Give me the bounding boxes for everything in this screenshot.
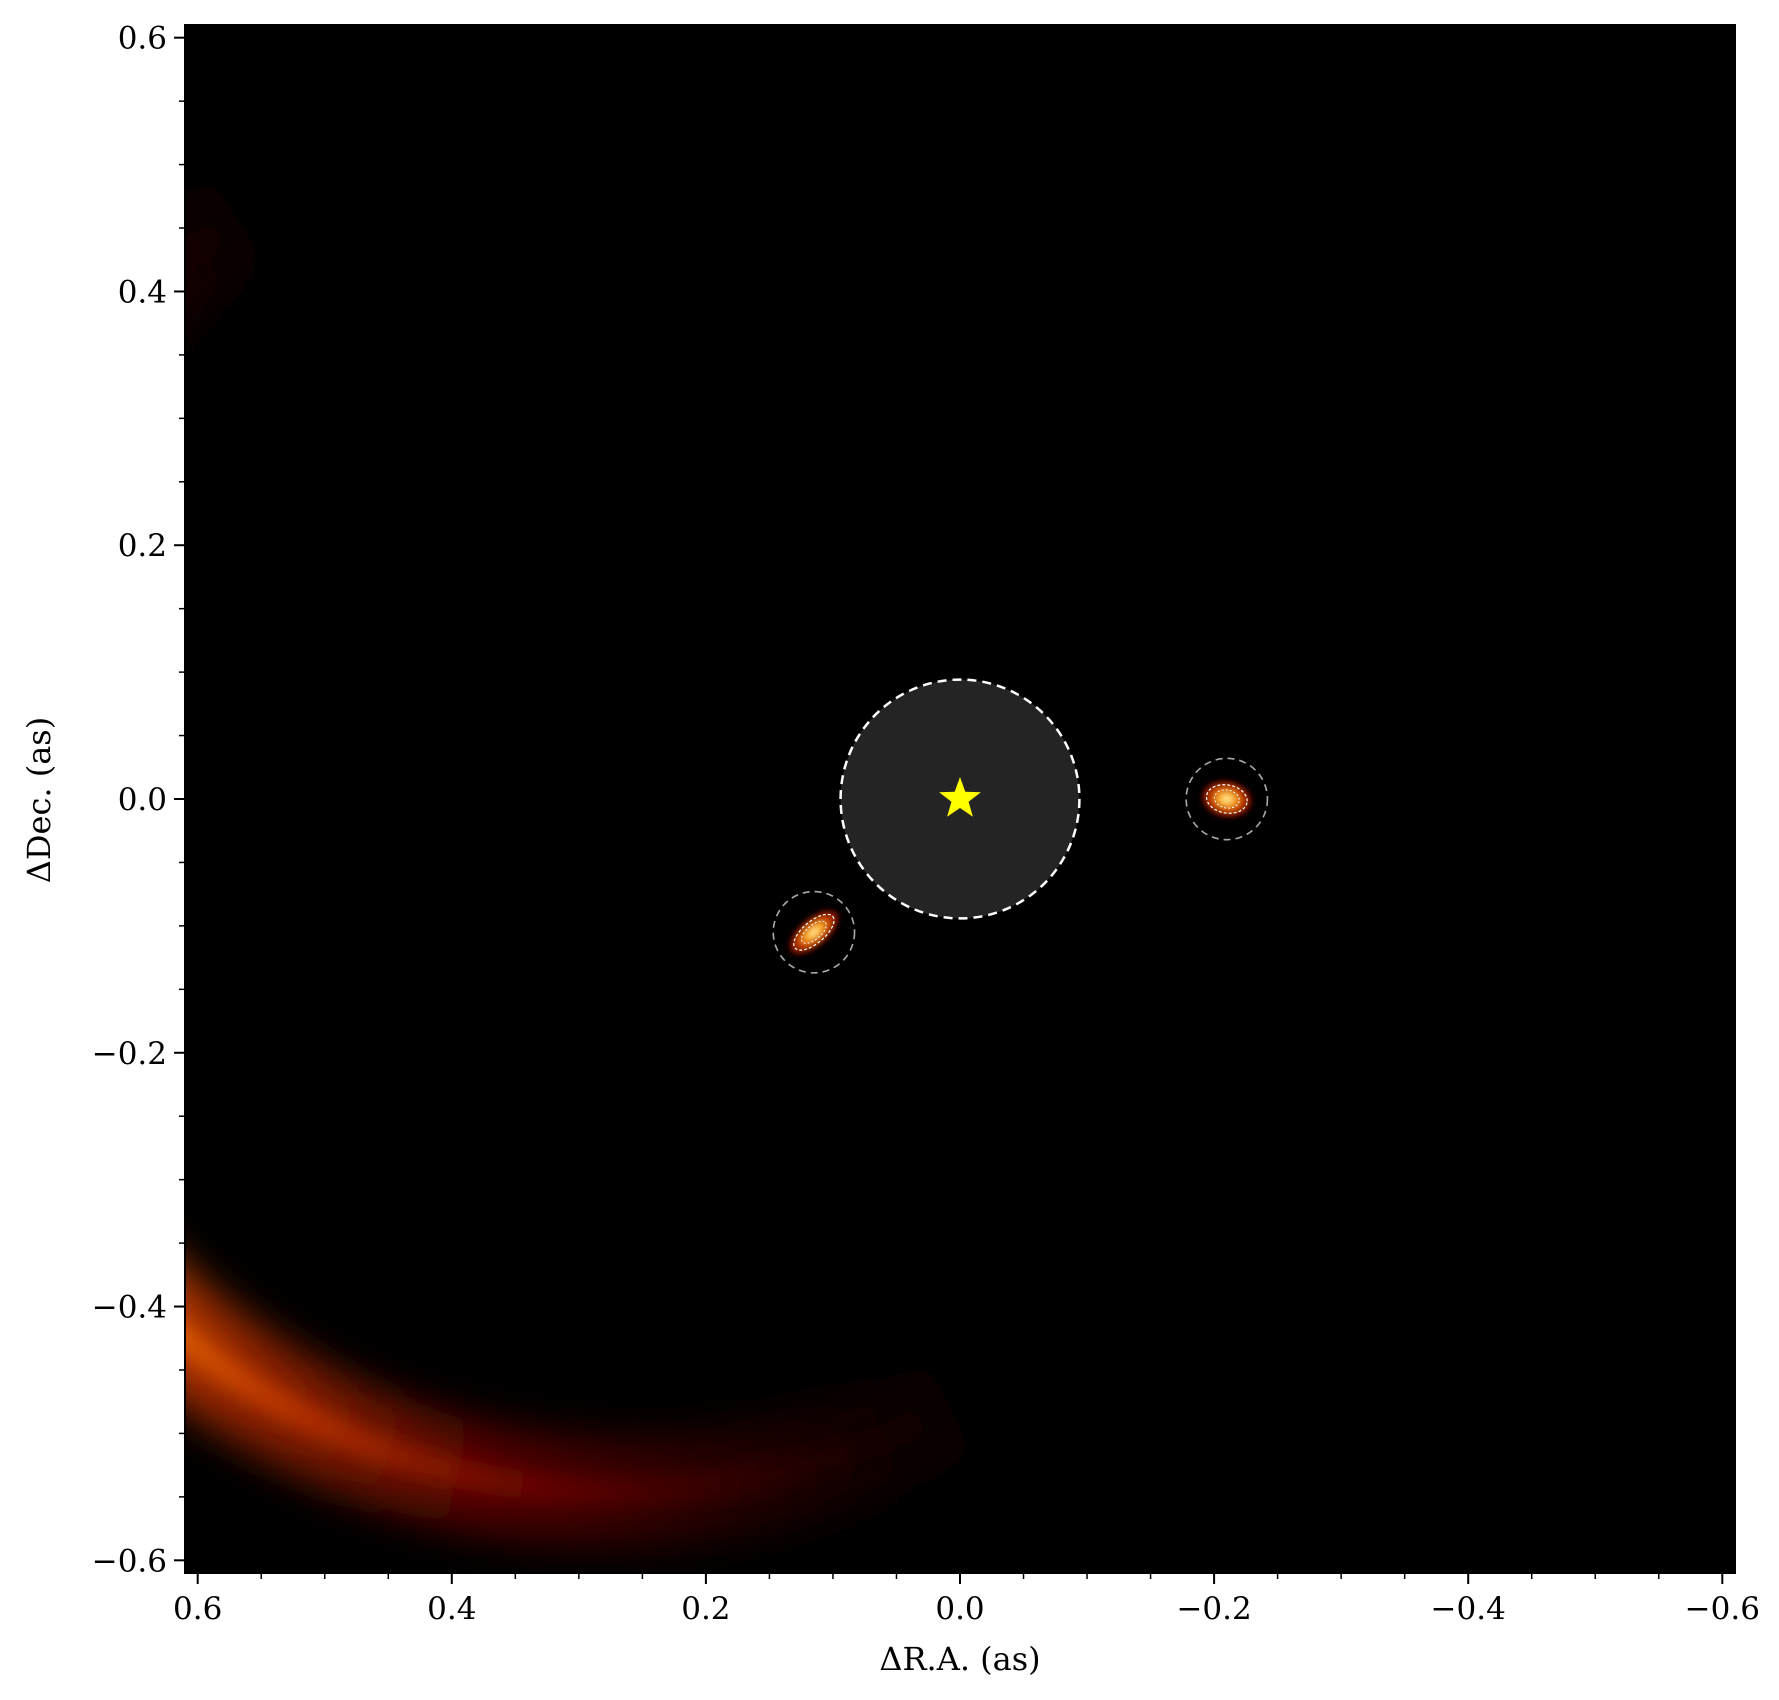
disk-arc-segment — [6, 445, 23, 474]
disk-arc-core-segment — [87, 329, 109, 354]
disk-arc-segment — [102, 311, 125, 336]
disk-arc-core-segment — [96, 1255, 119, 1280]
source-contour — [801, 920, 827, 944]
source-contour — [1205, 784, 1248, 814]
disk-arc-segment — [13, 1137, 30, 1166]
disk-arc-segment — [96, 1255, 119, 1280]
source-aperture — [772, 890, 856, 974]
disk-arc-core-segment — [57, 365, 78, 392]
y-tick-label: 0.2 — [118, 528, 167, 564]
x-tick-label: −0.4 — [1431, 1591, 1506, 1627]
source-aperture — [1185, 757, 1269, 841]
x-tick-label: 0.0 — [935, 1591, 984, 1627]
disk-arc-segment — [80, 1237, 102, 1263]
source-emission — [789, 910, 839, 955]
disk-arc-core-segment — [71, 347, 93, 373]
disk-arc-segment — [43, 384, 63, 412]
disk-arc-core-segment — [38, 1178, 57, 1206]
x-tick-label: 0.2 — [681, 1591, 730, 1627]
disk-arc-core-segment — [65, 1218, 86, 1245]
disk-arc-core-segment — [0, 465, 10, 495]
disk-arc-segment — [87, 329, 109, 354]
disk-arc-core-segment — [185, 1327, 219, 1371]
disk-arc-segment — [0, 465, 10, 495]
source-blob — [1201, 780, 1252, 818]
y-tick-label: −0.6 — [92, 1543, 167, 1579]
disk-arc-segment — [17, 424, 35, 453]
disk-arc-core-segment — [30, 404, 49, 432]
x-tick-label: −0.6 — [1685, 1591, 1760, 1627]
x-axis-label: ΔR.A. (as) — [879, 1640, 1040, 1678]
x-tick-label: 0.4 — [427, 1591, 476, 1627]
disk-arc-segment — [30, 404, 49, 432]
x-axis-ticks: 0.6 0.4 0.2 0.0 −0.2 −0.4 −0.6 — [173, 1573, 1760, 1627]
star-marker — [939, 777, 981, 817]
disk-arc-core-segment — [0, 1094, 6, 1124]
y-tick-label: 0.6 — [118, 21, 167, 57]
source-blob — [789, 910, 839, 955]
disk-arc-segment — [1, 1116, 17, 1146]
y-tick-label: 0.4 — [118, 274, 167, 310]
disk-arc-segment — [38, 1178, 57, 1206]
y-tick-label: −0.4 — [92, 1290, 167, 1326]
source-emission — [1201, 780, 1252, 818]
disk-arc-segment — [71, 347, 93, 373]
disk-arc-core — [0, 170, 1053, 1506]
disk-arc-core-segment — [13, 1137, 30, 1166]
disk-arc-core-segment — [6, 445, 23, 474]
disk-arc-core-segment — [43, 384, 63, 412]
y-axis-ticks: 0.6 0.4 0.2 0.0 −0.2 −0.4 −0.6 — [92, 21, 185, 1579]
y-tick-label: 0.0 — [118, 782, 167, 818]
disk-arc-segment — [25, 1158, 43, 1187]
disk-arc-core-segment — [1, 1116, 17, 1146]
disk-arc-core-segment — [80, 1237, 102, 1263]
disk-arc-segment — [0, 1094, 6, 1124]
disk-arc-core-segment — [25, 1158, 43, 1187]
sources-layer — [772, 757, 1269, 974]
coronagraph-layer — [839, 678, 1081, 920]
disk-arc-core-segment — [102, 311, 125, 336]
x-tick-label: −0.2 — [1176, 1591, 1251, 1627]
source-contour — [793, 913, 835, 951]
source-contour — [1213, 789, 1240, 809]
disk-arc-segment — [57, 365, 78, 392]
disk-arc-core-segment — [263, 170, 308, 212]
disk-arc-segment — [65, 1218, 86, 1245]
disk-arc-core-segment — [185, 1321, 200, 1352]
disk-arc-segment — [51, 1198, 71, 1225]
disk-arc — [0, 135, 1077, 1546]
y-axis-label: ΔDec. (as) — [20, 717, 58, 883]
x-tick-label: 0.6 — [173, 1591, 222, 1627]
disk-arc-core-segment — [17, 424, 35, 453]
y-tick-label: −0.2 — [92, 1036, 167, 1072]
disk-arc-core-segment — [51, 1198, 71, 1225]
